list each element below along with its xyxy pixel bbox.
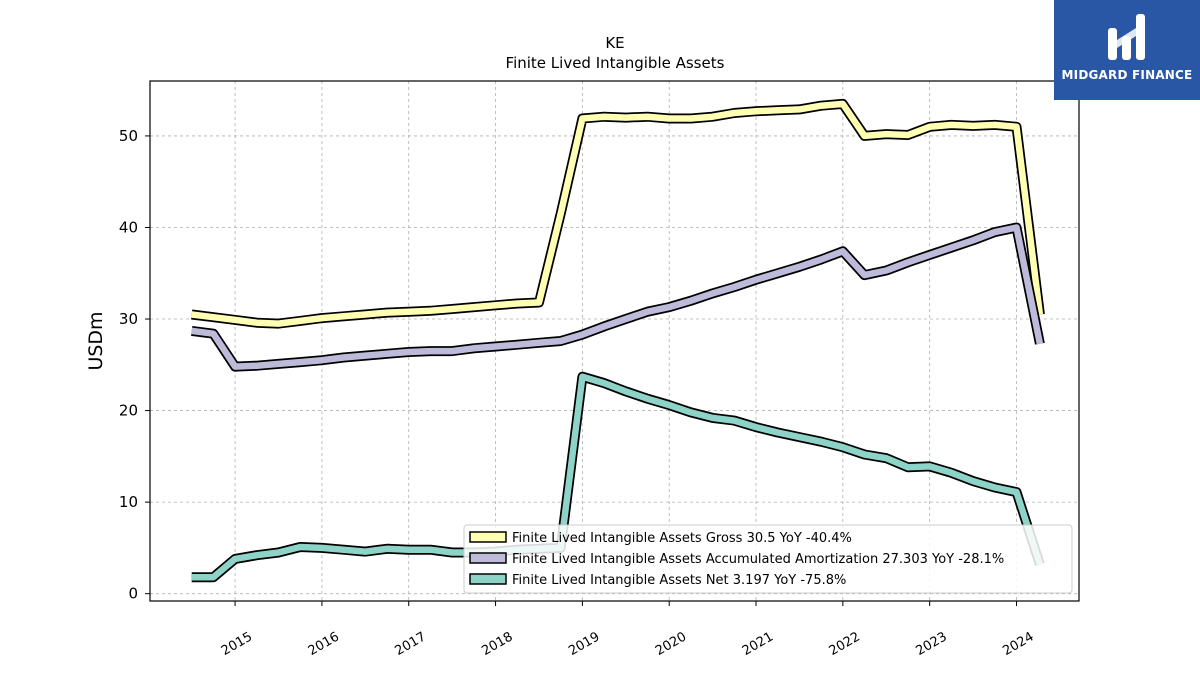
x-tick-label: 2020: [653, 629, 689, 659]
legend-swatch: [469, 531, 507, 543]
y-axis-label: USDm: [85, 311, 107, 370]
y-tick-label: 50: [119, 127, 138, 145]
series-2: [191, 222, 1045, 372]
x-tick-label: 2015: [219, 629, 255, 659]
series-line: [191, 100, 1044, 327]
series-line: [191, 373, 1043, 581]
y-tick-label: 0: [128, 585, 138, 603]
y-axis: 0 10 20 30 40 50: [119, 127, 150, 603]
legend-label: Finite Lived Intangible Assets Net 3.197…: [512, 573, 846, 588]
x-axis: 2015 2016 2017 2018 2019 2020 2021 2022 2023 2024: [219, 601, 1036, 659]
x-tick-label: 2018: [479, 629, 515, 659]
plot-frame: [149, 80, 1080, 602]
series-layer: [191, 98, 1045, 583]
series-line-outline: [191, 222, 1045, 372]
legend: Finite Lived Intangible Assets Gross 30.…: [463, 524, 1073, 594]
chart-subtitle: Finite Lived Intangible Assets: [506, 54, 725, 72]
y-tick-label: 10: [119, 493, 138, 511]
y-tick-label: 30: [119, 310, 138, 328]
grid: [150, 81, 1079, 601]
x-tick-label: 2024: [1000, 629, 1036, 659]
series-line: [191, 224, 1044, 370]
x-tick-label: 2022: [827, 629, 863, 659]
legend-swatch: [469, 573, 507, 585]
series-3: [191, 371, 1045, 583]
legend-label: Finite Lived Intangible Assets Accumulat…: [512, 552, 1004, 567]
x-tick-label: 2023: [914, 629, 950, 659]
x-tick-label: 2016: [306, 629, 342, 659]
y-tick-label: 20: [119, 402, 138, 420]
series-line-outline: [191, 98, 1045, 329]
x-tick-label: 2019: [566, 629, 602, 659]
midgard-finance-logo: MIDGARD FINANCE: [1054, 0, 1200, 100]
x-tick-label: 2017: [393, 629, 429, 659]
legend-label: Finite Lived Intangible Assets Gross 30.…: [512, 531, 852, 546]
legend-swatch: [469, 552, 507, 564]
y-tick-label: 40: [119, 218, 138, 236]
chart-title: KE: [605, 34, 624, 52]
legend-box: [463, 524, 1073, 594]
logo-text: MIDGARD FINANCE: [1061, 68, 1193, 82]
x-tick-label: 2021: [740, 629, 776, 659]
logo-mark-icon: [1108, 14, 1145, 60]
series-1: [191, 98, 1045, 329]
